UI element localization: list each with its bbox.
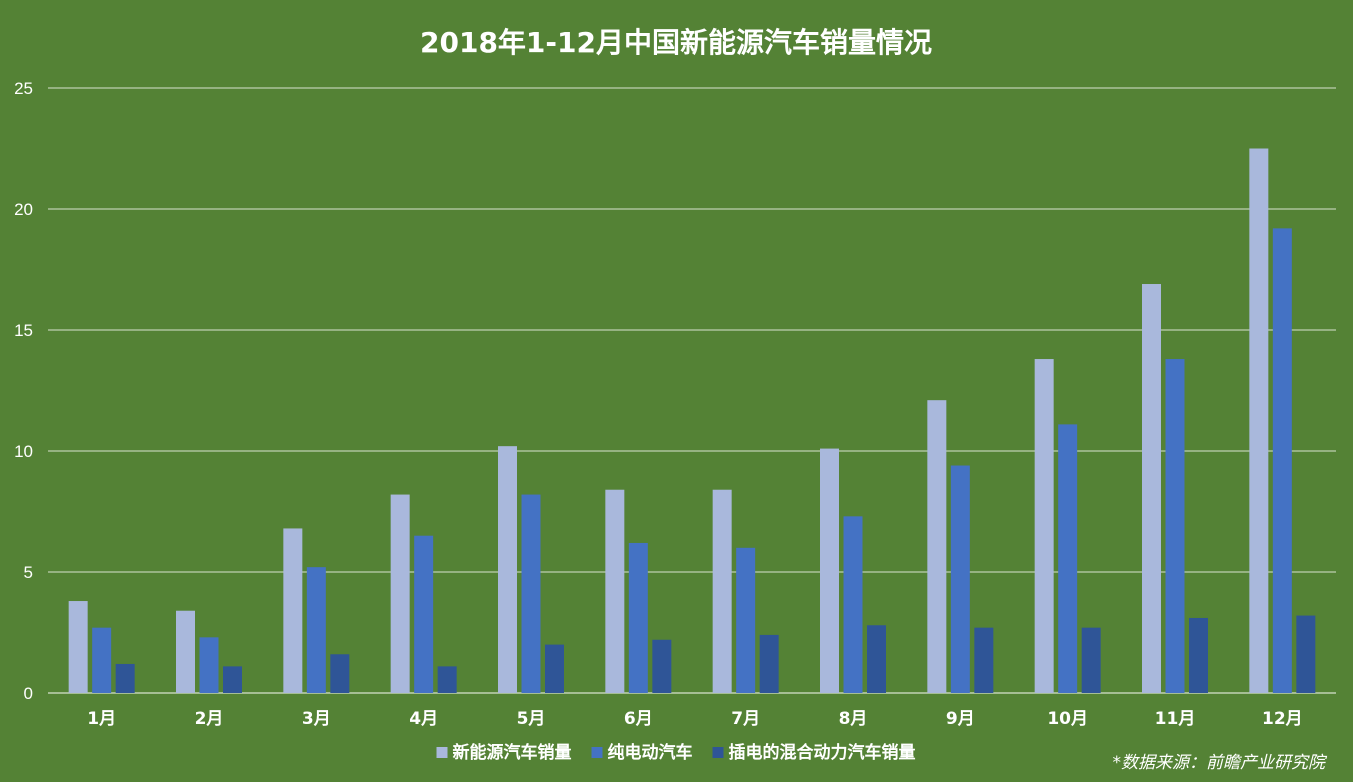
x-tick-label: 1月 [87,709,116,729]
bar-1-7 [712,489,732,693]
y-tick-label: 15 [14,321,33,340]
bar-2-1 [92,627,112,693]
bar-2-2 [199,637,219,693]
y-tick-label: 5 [24,563,33,582]
bar-1-3 [283,528,303,693]
bar-2-4 [414,535,434,693]
x-tick-label: 12月 [1262,709,1303,729]
bar-1-11 [1142,284,1161,693]
legend-swatch-1 [436,747,448,758]
bar-1-5 [498,446,517,693]
bar-2-10 [1058,424,1078,693]
x-tick-label: 5月 [517,709,546,729]
bar-3-8 [867,625,886,693]
chart-title: 2018年1-12月中国新能源汽车销量情况 [420,26,932,59]
legend-swatch-2 [591,747,603,758]
bar-3-9 [974,627,994,693]
bar-2-3 [306,567,326,693]
bar-2-7 [736,547,756,693]
x-tick-label: 11月 [1155,709,1196,729]
bar-3-7 [759,634,779,693]
x-tick-label: 2月 [195,709,224,729]
bar-3-5 [545,644,564,693]
bar-1-4 [390,494,410,693]
y-tick-label: 10 [14,442,33,461]
bar-1-10 [1034,359,1054,693]
bar-2-8 [843,516,863,693]
bar-3-10 [1081,627,1101,693]
bar-3-1 [115,663,135,693]
bar-3-4 [437,666,457,693]
bar-3-12 [1296,615,1316,693]
x-tick-label: 3月 [302,709,331,729]
bar-1-1 [68,601,88,693]
bars [68,148,1316,694]
legend-label-3: 插电的混合动力汽车销量 [729,742,916,763]
legend-label-2: 纯电动汽车 [608,742,693,763]
bar-3-6 [652,639,672,693]
bar-3-2 [223,666,242,693]
bar-1-8 [820,448,839,693]
bar-1-6 [605,489,625,693]
y-tick-label: 20 [14,200,33,219]
x-axis: 1月 2月 3月 4月 5月 6月 7月 8月 9月 10月 11月 12月 [87,709,1302,729]
bar-2-6 [628,542,648,693]
legend-label-1: 新能源汽车销量 [453,742,572,763]
bar-2-11 [1165,359,1185,693]
bar-1-12 [1249,148,1269,693]
legend-swatch-3 [712,747,724,758]
x-tick-label: 7月 [731,709,760,729]
x-tick-label: 8月 [839,709,868,729]
source-note: *数据来源：前瞻产业研究院 [1113,753,1328,773]
bar-1-2 [176,610,195,693]
y-axis: 0 5 10 15 20 25 [14,79,33,703]
bar-2-9 [950,465,970,693]
x-tick-label: 4月 [409,709,438,729]
y-tick-label: 0 [24,684,33,703]
bar-2-12 [1272,228,1292,694]
x-tick-label: 6月 [624,709,653,729]
bar-1-9 [927,400,947,693]
y-tick-label: 25 [14,79,33,98]
x-tick-label: 9月 [946,709,975,729]
grid [48,87,1336,694]
legend: 新能源汽车销量 纯电动汽车 插电的混合动力汽车销量 [436,742,916,763]
x-tick-label: 10月 [1047,709,1088,729]
bar-3-3 [330,654,350,693]
bar-2-5 [521,494,541,693]
bar-3-11 [1189,617,1208,693]
